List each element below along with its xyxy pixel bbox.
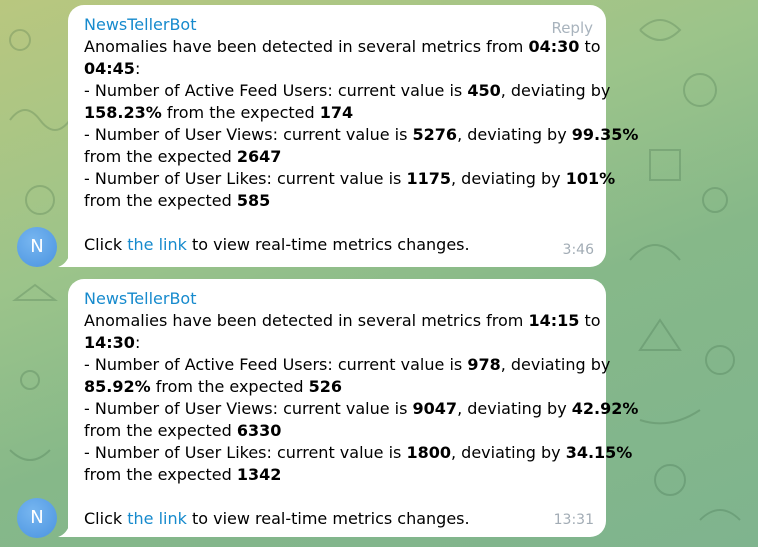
metric-line-cont: 158.23% from the expected 174 <box>84 103 354 122</box>
message-time: 3:46 <box>562 242 594 258</box>
avatar[interactable]: N <box>17 227 57 267</box>
metric-value: 1800 <box>406 443 451 462</box>
metric-expected: 1342 <box>236 465 282 484</box>
message-1: NewsTellerBot Reply Anomalies have been … <box>0 0 758 270</box>
metric-line-cont: from the expected 6330 <box>84 421 282 440</box>
metric-expected: 6330 <box>236 421 282 440</box>
intro-line-2: 04:45: <box>84 59 141 78</box>
metric-line: - Number of Active Feed Users: current v… <box>84 355 611 374</box>
message-bubble[interactable]: NewsTellerBot Reply Anomalies have been … <box>58 5 639 267</box>
metric-line: - Number of User Likes: current value is… <box>84 169 616 188</box>
footer-line: Click the link to view real-time metrics… <box>84 509 470 528</box>
sender-name[interactable]: NewsTellerBot <box>84 15 197 34</box>
metric-line: - Number of Active Feed Users: current v… <box>84 81 611 100</box>
metric-line: - Number of User Views: current value is… <box>84 125 639 144</box>
metric-expected: 2647 <box>236 147 282 166</box>
metric-line: - Number of User Views: current value is… <box>84 399 639 418</box>
message-text: Anomalies have been detected in several … <box>84 310 639 530</box>
metric-value: 450 <box>467 81 501 100</box>
message-text: Anomalies have been detected in several … <box>84 36 639 256</box>
metric-expected: 174 <box>319 103 354 122</box>
avatar[interactable]: N <box>17 498 57 538</box>
message-2: NewsTellerBot Anomalies have been detect… <box>0 275 758 547</box>
sender-name[interactable]: NewsTellerBot <box>84 289 197 308</box>
metric-deviation: 158.23% <box>84 103 162 122</box>
metric-line-cont: from the expected 1342 <box>84 465 282 484</box>
bubble-tail <box>58 523 70 537</box>
metric-deviation: 85.92% <box>84 377 151 396</box>
time-from: 14:15 <box>528 311 580 330</box>
intro-line: Anomalies have been detected in several … <box>84 37 601 56</box>
metric-expected: 585 <box>236 191 271 210</box>
message-bubble[interactable]: NewsTellerBot Anomalies have been detect… <box>58 279 639 537</box>
metric-value: 1175 <box>406 169 451 188</box>
metric-deviation: 99.35% <box>571 125 639 144</box>
metric-expected: 526 <box>308 377 342 396</box>
message-time: 13:31 <box>553 512 594 528</box>
metric-line-cont: from the expected 585 <box>84 191 271 210</box>
time-from: 04:30 <box>528 37 580 56</box>
metric-value: 978 <box>467 355 501 374</box>
metric-deviation: 42.92% <box>571 399 639 418</box>
intro-line: Anomalies have been detected in several … <box>84 311 601 330</box>
metrics-link[interactable]: the link <box>127 509 187 528</box>
time-to: 04:45 <box>84 59 135 78</box>
metric-value: 5276 <box>412 125 458 144</box>
metric-line-cont: 85.92% from the expected 526 <box>84 377 342 396</box>
reply-button[interactable]: Reply <box>551 19 593 37</box>
time-to: 14:30 <box>84 333 135 352</box>
metric-line: - Number of User Likes: current value is… <box>84 443 633 462</box>
bubble-tail <box>58 253 70 267</box>
intro-line-2: 14:30: <box>84 333 141 352</box>
metrics-link[interactable]: the link <box>127 235 187 254</box>
footer-line: Click the link to view real-time metrics… <box>84 235 470 254</box>
metric-line-cont: from the expected 2647 <box>84 147 282 166</box>
metric-value: 9047 <box>412 399 458 418</box>
metric-deviation: 101% <box>565 169 616 188</box>
metric-deviation: 34.15% <box>565 443 633 462</box>
